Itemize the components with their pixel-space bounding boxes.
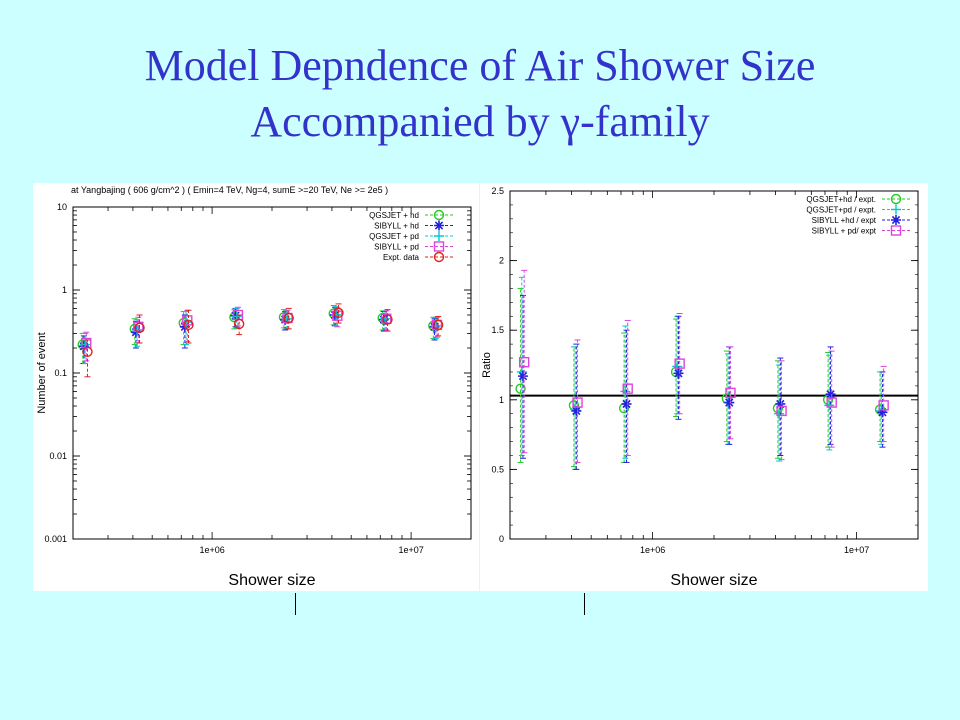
legend-marker	[433, 241, 445, 252]
legend-marker	[891, 215, 901, 225]
x-axis-label: Shower size	[228, 572, 315, 589]
data-point	[432, 319, 444, 331]
legend-marker	[434, 231, 444, 241]
chart-background	[33, 183, 479, 591]
data-point	[333, 307, 344, 319]
data-point	[572, 397, 583, 408]
data-point	[724, 397, 735, 408]
x-tick-label: 1e+07	[398, 545, 423, 555]
y-tick-label: 1.5	[491, 325, 504, 335]
data-point	[378, 314, 389, 325]
legend-marker	[433, 209, 445, 221]
y-tick-label: 10	[57, 202, 67, 212]
chart-title: at Yangbajing ( 606 g/cm^2 ) ( Emin=4 Te…	[71, 185, 388, 195]
y-tick-label: 2	[499, 256, 504, 266]
x-tick-label: 1e+06	[640, 545, 665, 555]
data-point	[134, 322, 145, 334]
divider-line-left	[295, 593, 296, 615]
data-point	[233, 318, 245, 330]
chart-background	[480, 183, 928, 591]
legend-marker	[890, 225, 902, 236]
legend-marker	[890, 193, 902, 205]
slide-title-line2: Accompanied by γ-family	[250, 97, 710, 146]
data-point	[517, 371, 528, 382]
y-tick-label: 0.1	[54, 368, 67, 378]
data-point	[824, 400, 835, 411]
data-point	[130, 327, 141, 338]
data-point	[283, 312, 294, 324]
data-point	[826, 397, 837, 408]
data-point	[877, 407, 888, 418]
number-of-events-chart: 1e+06 1e+07 10 1 0.1 0.01 0.001 Shower size Numb…	[33, 183, 479, 591]
y-tick-label: 0.001	[44, 534, 67, 544]
data-point	[620, 386, 631, 397]
legend-label: SIBYLL + pd	[374, 243, 419, 252]
data-point	[674, 358, 685, 369]
data-point	[515, 383, 526, 394]
data-point	[230, 310, 241, 321]
y-tick-label: 1	[62, 285, 67, 295]
data-point	[82, 346, 93, 358]
y-tick-label: 0.01	[49, 451, 67, 461]
data-point	[183, 319, 194, 331]
legend-label: SIBYLL + hd	[374, 222, 419, 231]
data-point	[377, 312, 388, 324]
legend-label: Expt. data	[383, 253, 420, 262]
slide-title: Model Depndence of Air Shower Size Accom…	[0, 38, 960, 150]
divider-line-right	[584, 593, 585, 615]
legend-label: QGSJET+pd / expt.	[806, 206, 876, 215]
data-point	[382, 314, 393, 325]
data-point	[725, 387, 736, 399]
legend-label: SIBYLL +hd / expt	[812, 216, 877, 225]
data-point	[673, 368, 684, 379]
data-point	[878, 400, 889, 411]
data-point	[776, 405, 787, 417]
legend-label: QGSJET + pd	[369, 232, 419, 241]
data-point	[774, 408, 785, 419]
series-3	[518, 269, 889, 463]
y-axis-label: Ratio	[481, 352, 493, 378]
data-point	[672, 361, 683, 372]
data-point	[571, 405, 582, 416]
data-point	[182, 315, 193, 326]
y-tick-label: 1	[499, 395, 504, 405]
ratio-chart: 1e+06 1e+07 2.5 2 1.5 1 0.5 0 Shower size Ratio QG…	[480, 183, 928, 591]
data-point	[621, 398, 632, 409]
legend-marker	[434, 220, 444, 231]
legend-marker	[433, 251, 445, 263]
data-point	[822, 394, 834, 406]
x-tick-label: 1e+07	[844, 545, 869, 555]
slide-title-line1: Model Depndence of Air Shower Size	[144, 41, 816, 90]
legend-label: SIBYLL + pd/ expt	[812, 227, 877, 236]
x-axis-label: Shower size	[670, 572, 757, 589]
legend-label: QGSJET + hd	[369, 211, 419, 220]
data-point	[328, 308, 339, 319]
data-point	[133, 321, 144, 333]
y-tick-label: 0	[499, 534, 504, 544]
legend-marker	[891, 204, 901, 215]
y-tick-label: 0.5	[491, 464, 504, 474]
data-point	[775, 398, 786, 409]
legend-label: QGSJET+hd / expt.	[806, 195, 876, 204]
data-point	[825, 389, 836, 400]
data-point	[622, 383, 633, 394]
data-point	[78, 341, 89, 352]
x-tick-label: 1e+06	[199, 545, 224, 555]
series-4	[82, 303, 444, 378]
y-tick-label: 2.5	[491, 186, 504, 196]
data-point	[518, 357, 530, 368]
y-axis-label: Number of event	[36, 332, 48, 413]
series-2	[517, 294, 888, 470]
